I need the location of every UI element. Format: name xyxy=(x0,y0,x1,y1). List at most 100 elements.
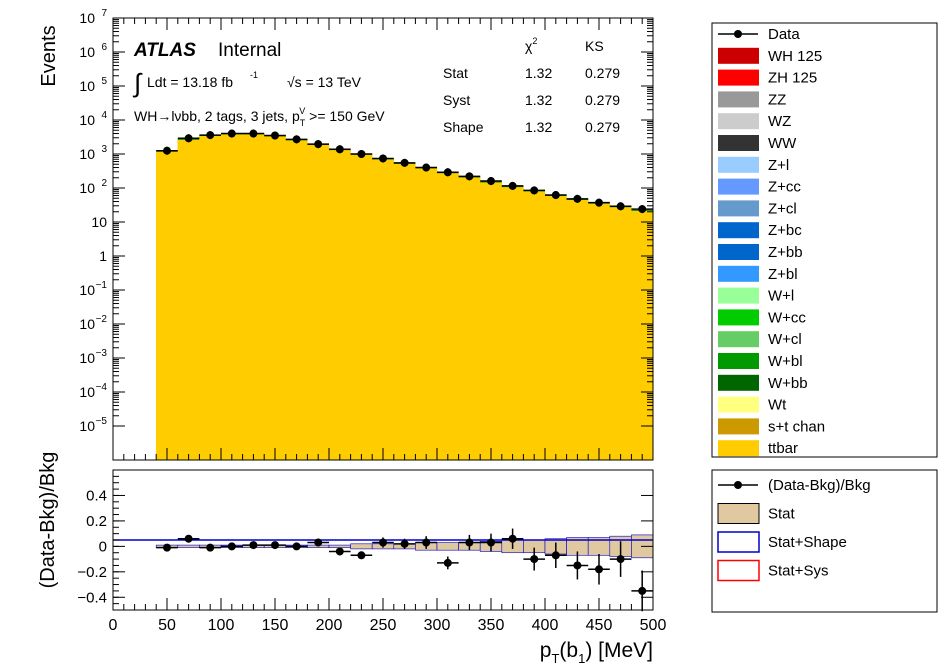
legend-label: WH 125 xyxy=(768,48,822,65)
ttbar-bar xyxy=(631,210,654,461)
ratio-plot-panel: 0.4 0.2 0 −0.2 −0.4 0 50 100 150 200 250 300 350 400… xyxy=(37,452,666,666)
ratio-point xyxy=(551,551,560,560)
ratio-y-tick-label: −0.2 xyxy=(77,564,107,581)
stat-band-bin xyxy=(436,542,459,551)
stat-band-bin xyxy=(328,544,351,548)
ratio-point xyxy=(530,555,539,564)
y-tick-label: 10 xyxy=(79,418,95,434)
legend-swatch xyxy=(718,309,759,326)
legend-swatch xyxy=(718,69,759,86)
legend-label: W+bb xyxy=(768,375,808,392)
ratio-y-axis-label: (Data-Bkg)/Bkg xyxy=(37,452,59,589)
ttbar-bar xyxy=(220,133,243,461)
ttbar-bar xyxy=(155,151,179,461)
stat-row-label: Stat xyxy=(443,65,468,81)
data-point xyxy=(551,191,560,200)
ratio-point xyxy=(465,538,474,547)
legend-hatch-swatch xyxy=(717,503,760,524)
data-point xyxy=(487,177,495,186)
legend-swatch xyxy=(718,91,759,108)
ratio-point xyxy=(357,551,366,560)
ttbar-bar xyxy=(566,199,589,461)
stat-band-bin xyxy=(350,543,373,550)
x-tick-label: 100 xyxy=(208,617,235,634)
ratio-point xyxy=(400,539,409,548)
ratio-point xyxy=(184,534,193,543)
ratio-point xyxy=(249,541,258,550)
data-point xyxy=(292,135,301,144)
y-tick-label: 10 xyxy=(91,214,107,230)
y-tick-exponent: 4 xyxy=(101,110,107,121)
data-point xyxy=(206,131,215,140)
y-tick-label: 10 xyxy=(79,44,95,60)
legend-label: Z+cl xyxy=(768,200,797,217)
legend-swatch xyxy=(718,178,759,195)
legend-ratio-label: Stat xyxy=(768,506,796,523)
y-tick-exponent: 7 xyxy=(101,8,107,19)
legend-ratio-label: Stat+Sys xyxy=(768,563,828,580)
x-tick-label: 150 xyxy=(262,617,289,634)
data-point xyxy=(616,202,625,211)
legend-outline-swatch xyxy=(717,559,760,582)
ttbar-bar xyxy=(199,135,222,461)
ttbar-bar xyxy=(177,139,200,461)
legend-swatch xyxy=(718,265,759,282)
legend-swatch xyxy=(718,244,759,260)
ttbar-bar xyxy=(328,149,351,461)
x-tick-label: 350 xyxy=(478,617,505,634)
y-tick-label: 10 xyxy=(79,146,95,162)
y-tick-exponent: 5 xyxy=(101,76,107,87)
legend-swatch xyxy=(718,440,759,457)
ratio-point xyxy=(487,538,495,547)
legend-ratio-marker xyxy=(734,481,742,489)
legend-label: ZH 125 xyxy=(768,70,817,87)
legend-label: W+l xyxy=(768,288,794,305)
region-text: WH→lνbb, 2 tags, 3 jets, pTV >= 150 GeV xyxy=(134,106,385,128)
ttbar-bar xyxy=(544,195,567,461)
x-tick-label: 500 xyxy=(640,617,667,634)
legend-ratio-label: (Data-Bkg)/Bkg xyxy=(768,477,871,494)
legend-swatch xyxy=(718,396,759,413)
legend-swatch xyxy=(718,374,759,391)
legend-swatch xyxy=(718,287,759,304)
data-point xyxy=(400,158,409,167)
ratio-point xyxy=(422,538,431,547)
syst-row-ks: 0.279 xyxy=(585,92,620,108)
ttbar-bar xyxy=(523,190,546,461)
ttbar-bar xyxy=(415,167,438,461)
y-tick-label: 1 xyxy=(99,248,107,264)
y-tick-exponent: 2 xyxy=(101,178,107,189)
luminosity-text: Ldt = 13.18 fb xyxy=(147,74,233,90)
syst-row-label: Syst xyxy=(443,92,470,108)
data-point xyxy=(530,186,539,195)
legend-swatch xyxy=(718,113,759,130)
y-tick-exponent: −2 xyxy=(96,314,108,325)
ttbar-bar xyxy=(587,202,611,461)
ttbar-histogram xyxy=(155,133,654,461)
x-axis-label: pT(b1) [MeV] xyxy=(540,639,653,666)
chi2-header: χ2 xyxy=(525,36,537,54)
ratio-point xyxy=(271,541,279,550)
stat-row-ks: 0.279 xyxy=(585,65,620,81)
x-tick-label: 250 xyxy=(370,617,397,634)
syst-row-chi2: 1.32 xyxy=(525,92,552,108)
data-point xyxy=(271,131,279,140)
ttbar-bar xyxy=(458,176,481,461)
y-tick-label: 10 xyxy=(79,316,95,332)
ttbar-bar xyxy=(371,158,395,461)
ratio-data-points xyxy=(156,528,653,612)
legend-label: W+bl xyxy=(768,353,803,370)
ttbar-bar xyxy=(501,186,524,461)
ratio-point xyxy=(335,547,344,556)
ratio-point xyxy=(379,538,387,547)
y-tick-exponent: 3 xyxy=(101,144,107,155)
legend-swatch xyxy=(718,135,759,151)
data-point xyxy=(573,194,582,203)
legend-label: s+t chan xyxy=(768,418,825,435)
ratio-point xyxy=(206,543,215,552)
data-point xyxy=(465,172,474,181)
ratio-point xyxy=(508,534,517,543)
ratio-legend: (Data-Bkg)/Bkg Stat Stat+Shape Stat+Sys xyxy=(711,469,938,613)
stat-row-chi2: 1.32 xyxy=(525,65,552,81)
